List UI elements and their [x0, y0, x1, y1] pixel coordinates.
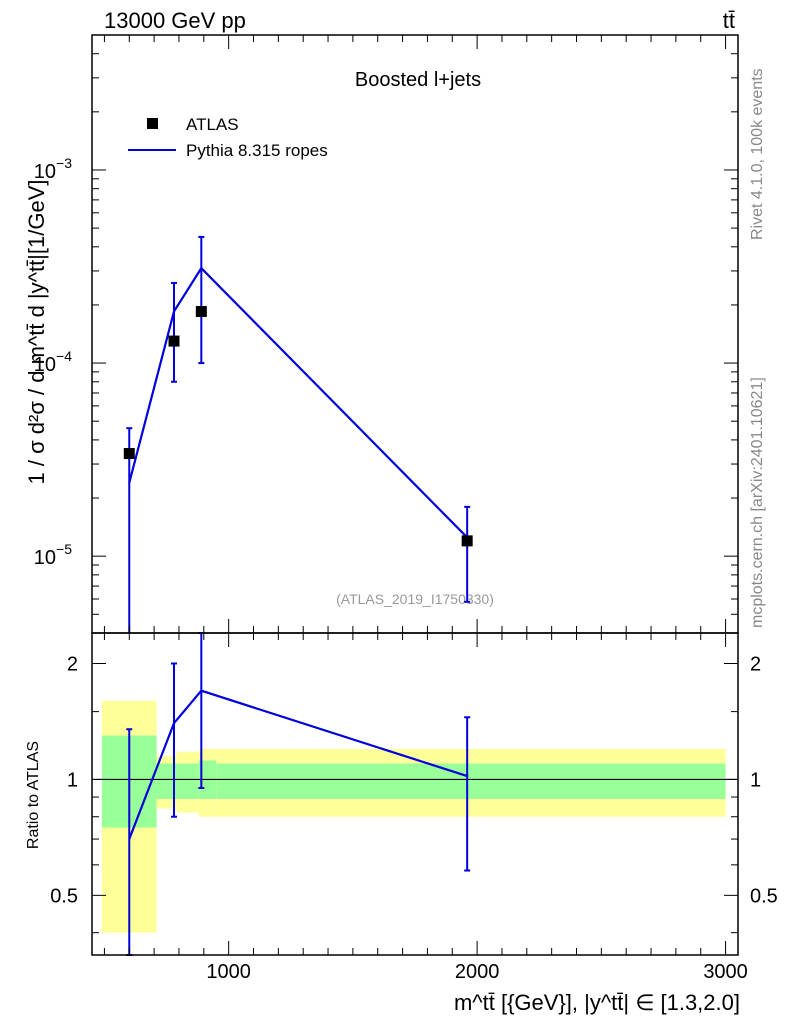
x-tick-label: 1000	[206, 961, 251, 983]
ratio-inner-band	[156, 763, 177, 799]
mc-series-line	[128, 266, 468, 539]
data-point	[195, 305, 207, 317]
data-series-group	[123, 305, 473, 547]
legend-label-mc: Pythia 8.315 ropes	[186, 141, 328, 160]
data-point	[461, 535, 473, 547]
main-panel: (ATLAS_2019_I1750330) 10−5 10−4 10−3 Boost…	[24, 34, 739, 634]
main-y-axis-label: 1 / σ d²σ / d m^tt̄ d |y^tt̄|[1/GeV]	[24, 180, 49, 485]
ratio-axis-ticks: 1000 2000 3000 0.5 0.5 1 1 2 2	[50, 633, 778, 983]
header-process-label: tt̄	[723, 8, 735, 33]
ratio-y-tick-label: 2	[67, 653, 78, 675]
rivet-version-label: Rivet 4.1.0, 100k events	[749, 68, 766, 240]
x-axis-label: m^tt̄ [{GeV}], |y^tt̄| ∈ [1.3,2.0]	[454, 990, 740, 1015]
ratio-uncertainty-bands	[101, 700, 726, 933]
x-tick-label: 3000	[703, 961, 748, 983]
x-tick-label: 2000	[455, 961, 500, 983]
main-title: Boosted l+jets	[355, 69, 481, 91]
data-point	[168, 335, 180, 347]
main-axis-ticks: 10−5 10−4 10−3	[34, 34, 738, 634]
ratio-y-tick-label-right: 1	[750, 769, 761, 791]
main-y-tick-label: 10−4	[34, 348, 72, 376]
ratio-frame	[91, 632, 739, 956]
main-y-tick-label: 10−5	[34, 541, 72, 569]
mc-series-group	[126, 235, 471, 633]
legend-label-atlas: ATLAS	[186, 115, 239, 134]
legend-marker-atlas	[147, 118, 158, 129]
ratio-y-tick-label-right: 2	[750, 653, 761, 675]
ratio-panel: 1000 2000 3000 0.5 0.5 1 1 2 2 Ratio to ATLAS m^…	[25, 632, 778, 1015]
ratio-inner-band	[216, 763, 726, 799]
ratio-inner-band	[176, 763, 199, 799]
mcplots-reference-label: mcplots.cern.ch [arXiv:2401.10621]	[749, 377, 766, 628]
ratio-y-tick-label-right: 0.5	[750, 885, 778, 907]
legend: ATLAS Pythia 8.315 ropes	[128, 115, 328, 160]
data-point	[123, 448, 135, 460]
ratio-y-tick-label: 0.5	[50, 885, 78, 907]
header-energy-label: 13000 GeV pp	[104, 8, 246, 33]
ratio-y-tick-label: 1	[67, 769, 78, 791]
main-y-tick-label: 10−3	[34, 155, 72, 183]
analysis-watermark: (ATLAS_2019_I1750330)	[336, 591, 494, 607]
ratio-mc-series-group	[126, 632, 471, 956]
ratio-mc-line	[128, 689, 468, 840]
ratio-y-axis-label: Ratio to ATLAS	[25, 741, 42, 849]
